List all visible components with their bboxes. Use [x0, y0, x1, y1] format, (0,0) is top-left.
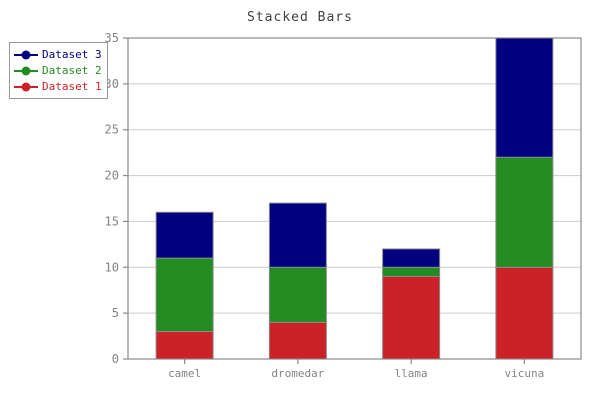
legend-line-circle-marker-dataset-2 — [14, 66, 38, 75]
bar-segment-dromedar-dataset-2 — [268, 266, 327, 323]
bar-segment-camel-dataset-3 — [155, 211, 214, 259]
bar-segment-vicuna-dataset-1 — [495, 266, 554, 360]
legend-item-dataset-1: Dataset 1 — [14, 79, 102, 94]
legend-label-dataset-1: Dataset 1 — [42, 80, 102, 93]
y-tick-label-10: 10 — [105, 260, 119, 274]
bar-segment-llama-dataset-2 — [382, 266, 441, 277]
legend-line-circle-marker-dataset-1 — [14, 82, 38, 91]
y-tick-label-15: 15 — [105, 214, 119, 228]
bar-segment-vicuna-dataset-2 — [495, 156, 554, 268]
legend-line-circle-marker-dataset-3 — [14, 50, 38, 59]
x-tick-label-vicuna: vicuna — [505, 367, 545, 380]
legend-item-dataset-2: Dataset 2 — [14, 63, 102, 78]
bar-segment-camel-dataset-2 — [155, 257, 214, 332]
bar-segment-llama-dataset-1 — [382, 275, 441, 360]
x-tick-label-camel: camel — [168, 367, 201, 380]
legend-label-dataset-2: Dataset 2 — [42, 64, 102, 77]
bar-segment-vicuna-dataset-3 — [495, 37, 554, 158]
y-tick-label-0: 0 — [112, 352, 119, 366]
legend: Dataset 3 Dataset 2 Dataset 1 — [9, 42, 108, 99]
axes-frame — [127, 37, 582, 360]
x-tick-label-dromedar: dromedar — [271, 367, 324, 380]
y-tick-label-25: 25 — [105, 123, 119, 137]
y-tick-label-35: 35 — [105, 31, 119, 45]
x-tick-label-llama: llama — [395, 367, 428, 380]
bar-segment-dromedar-dataset-1 — [268, 321, 327, 360]
bar-segment-dromedar-dataset-3 — [268, 202, 327, 268]
bar-segment-camel-dataset-1 — [155, 330, 214, 360]
chart-title: Stacked Bars — [247, 10, 353, 25]
legend-item-dataset-3: Dataset 3 — [14, 47, 102, 62]
y-tick-label-20: 20 — [105, 169, 119, 183]
y-tick-label-5: 5 — [112, 306, 119, 320]
bar-segment-llama-dataset-3 — [382, 248, 441, 268]
y-tick-label-30: 30 — [105, 77, 119, 91]
legend-label-dataset-3: Dataset 3 — [42, 48, 102, 61]
